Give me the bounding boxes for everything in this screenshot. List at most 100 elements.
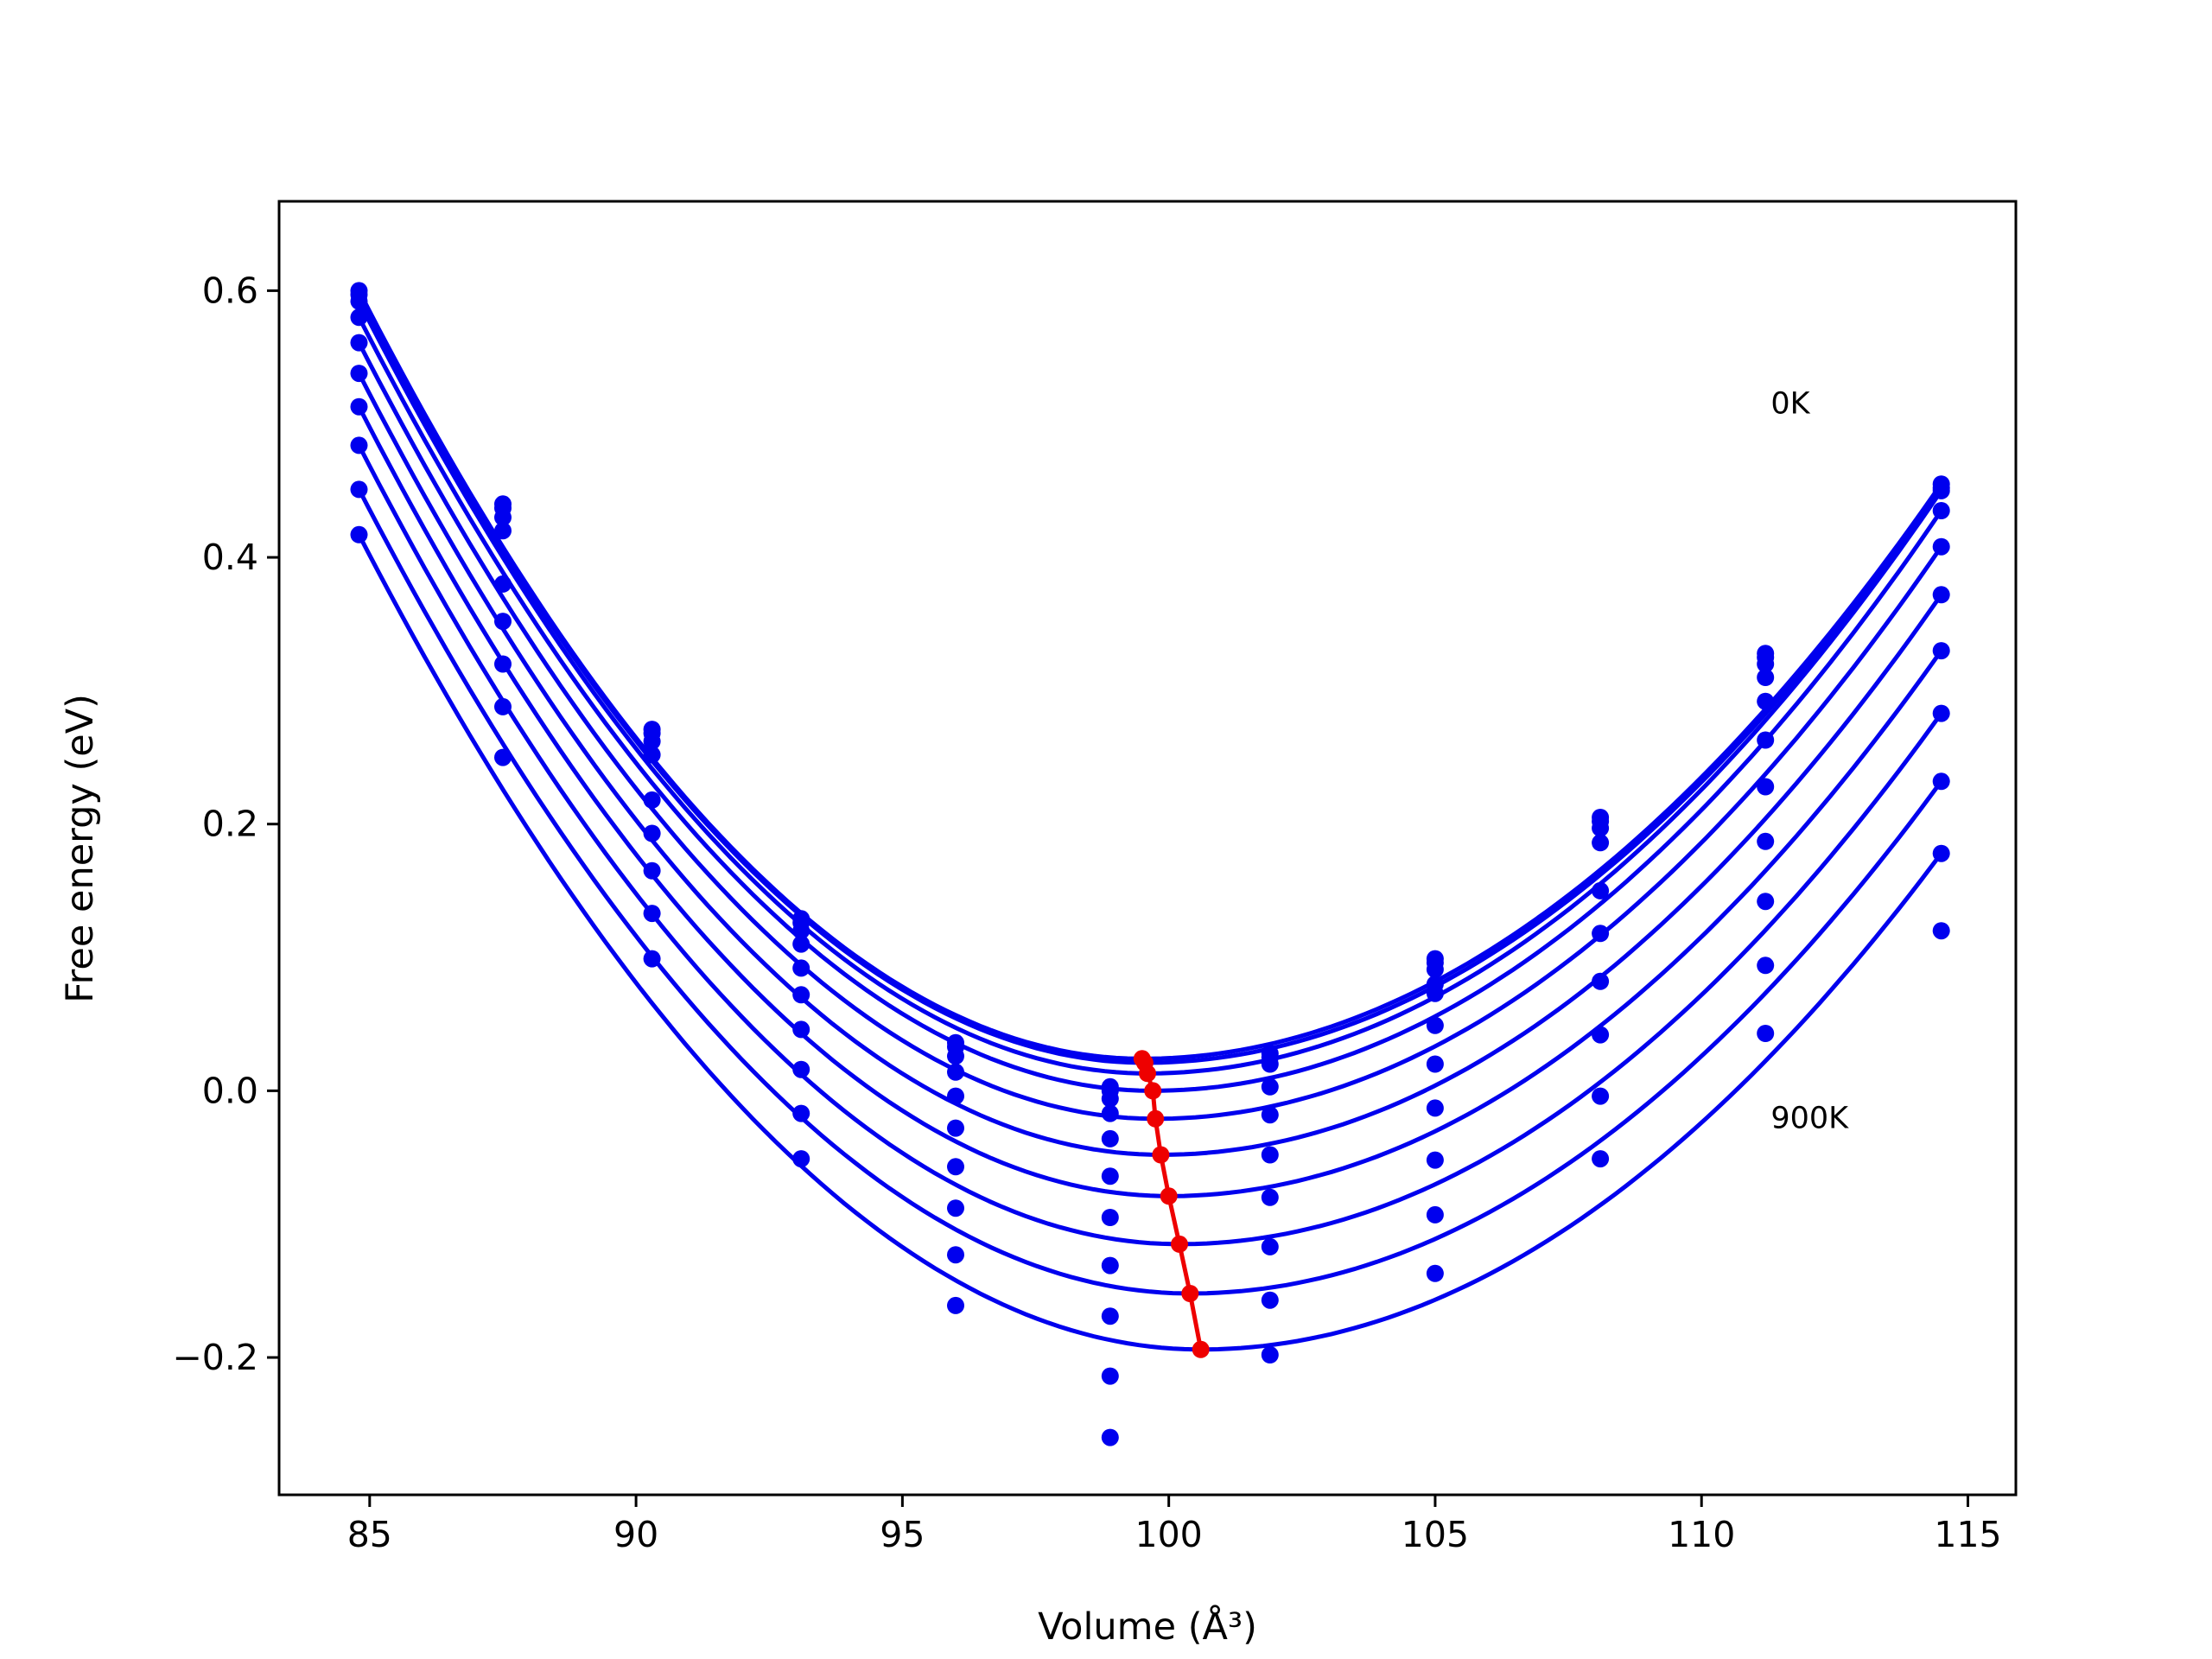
data-point — [1101, 1104, 1119, 1122]
data-point — [1932, 502, 1950, 519]
data-point — [1757, 655, 1775, 673]
data-point — [1426, 984, 1444, 1002]
data-point — [643, 733, 661, 750]
data-point — [1592, 834, 1610, 852]
data-point — [494, 522, 512, 540]
data-point — [792, 1060, 810, 1078]
data-point — [1757, 778, 1775, 796]
y-axis-label: Free energy (eV) — [59, 694, 102, 1003]
x-tick-label: 90 — [613, 1514, 658, 1555]
data-point — [1757, 1025, 1775, 1042]
plot-frame — [277, 200, 2018, 1497]
fit-curve-5 — [354, 366, 1946, 1158]
data-point — [1101, 1209, 1119, 1226]
data-point — [792, 986, 810, 1004]
data-point — [1101, 1256, 1119, 1274]
data-point — [1426, 1055, 1444, 1073]
data-point — [1592, 881, 1610, 899]
data-point — [792, 1104, 810, 1122]
data-point — [643, 824, 661, 842]
data-point — [350, 334, 368, 352]
y-tick-label: −0.2 — [172, 1337, 258, 1378]
data-point — [350, 480, 368, 499]
data-point — [494, 748, 512, 766]
data-point — [792, 935, 810, 953]
y-tick-label: 0.2 — [202, 804, 258, 845]
x-axis-ticks: 85 90 95 100 105 110 115 — [347, 1495, 2002, 1555]
x-tick-label: 100 — [1135, 1514, 1203, 1555]
data-point — [350, 365, 368, 383]
annotation-label: 900K — [1770, 1102, 1849, 1136]
data-point — [1592, 1026, 1610, 1044]
minimum-point — [1160, 1187, 1178, 1205]
data-point — [1757, 957, 1775, 975]
fit-curve-7 — [354, 439, 1946, 1247]
data-point — [1932, 537, 1950, 556]
data-point — [792, 922, 810, 940]
data-point — [350, 525, 368, 543]
data-point — [1757, 669, 1775, 686]
data-point — [1592, 925, 1610, 943]
data-point — [1101, 1307, 1119, 1325]
data-point — [947, 1119, 964, 1137]
data-point — [1932, 642, 1950, 660]
data-point — [1932, 704, 1950, 722]
data-point — [947, 1199, 964, 1217]
data-point — [1426, 1264, 1444, 1282]
minimum-point — [1171, 1235, 1188, 1253]
data-point — [947, 1087, 964, 1105]
data-point — [1932, 481, 1950, 499]
data-point — [494, 575, 512, 593]
data-point — [350, 436, 368, 454]
data-point — [792, 959, 810, 977]
y-tick-label: 0.6 — [202, 270, 258, 311]
data-point — [1757, 893, 1775, 911]
data-point — [1592, 819, 1610, 837]
data-point — [1101, 1129, 1119, 1147]
data-point — [1426, 1205, 1444, 1224]
data-point — [350, 397, 368, 416]
annotation-label: 0K — [1770, 386, 1810, 421]
data-point — [1932, 922, 1950, 940]
data-point — [1757, 832, 1775, 850]
minimum-curve — [1133, 1050, 1210, 1358]
data-point — [1757, 692, 1775, 710]
annotations: 0K 900K — [1770, 386, 1849, 1135]
data-point — [1426, 1151, 1444, 1169]
data-point — [1261, 1106, 1279, 1124]
x-tick-label: 85 — [347, 1514, 392, 1555]
minimum-point — [1192, 1340, 1210, 1358]
y-tick-label: 0.0 — [202, 1070, 258, 1111]
minimum-point — [1181, 1285, 1199, 1302]
minimum-point — [1147, 1109, 1165, 1128]
data-point — [1426, 960, 1444, 978]
data-point — [1932, 772, 1950, 791]
minimum-point — [1144, 1082, 1162, 1100]
data-point — [1261, 1346, 1279, 1363]
data-point — [1426, 1099, 1444, 1117]
x-tick-label: 95 — [880, 1514, 925, 1555]
data-point — [947, 1296, 964, 1314]
data-point — [947, 1047, 964, 1065]
data-point — [1101, 1090, 1119, 1108]
y-axis-ticks: −0.2 0.0 0.2 0.4 0.6 — [172, 270, 279, 1378]
data-point — [494, 613, 512, 631]
x-tick-label: 115 — [1934, 1514, 2001, 1555]
data-point — [350, 292, 368, 310]
data-point — [947, 1158, 964, 1176]
x-tick-label: 105 — [1402, 1514, 1469, 1555]
data-point — [1261, 1291, 1279, 1309]
data-point — [1592, 1087, 1610, 1105]
data-point — [643, 791, 661, 809]
data-point — [1932, 844, 1950, 862]
data-point — [1592, 972, 1610, 990]
data-point — [1757, 731, 1775, 749]
x-axis-label: Volume (Å³) — [1038, 1605, 1257, 1649]
data-point — [792, 1020, 810, 1039]
data-point — [1592, 1150, 1610, 1168]
data-point — [1261, 1055, 1279, 1073]
data-point — [792, 1150, 810, 1168]
data-point — [1932, 586, 1950, 604]
